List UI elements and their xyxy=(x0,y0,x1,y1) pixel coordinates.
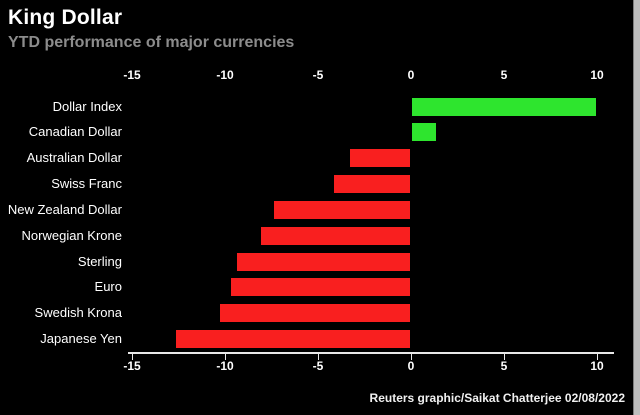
category-label-new-zealand-dollar: New Zealand Dollar xyxy=(7,201,122,217)
top-axis-tick-label: 0 xyxy=(407,68,415,82)
category-label-japanese-yen: Japanese Yen xyxy=(40,331,122,347)
category-label-sterling: Sterling xyxy=(77,253,122,269)
bar-japanese-yen xyxy=(175,330,410,349)
bar-new-zealand-dollar xyxy=(274,200,410,219)
bottom-axis-tick-label: -10 xyxy=(216,359,234,373)
bottom-axis-tick-label: -15 xyxy=(123,359,141,373)
bar-swiss-franc xyxy=(333,175,410,194)
bar-canadian-dollar xyxy=(412,123,437,142)
category-label-canadian-dollar: Canadian Dollar xyxy=(28,124,122,140)
bar-sterling xyxy=(237,252,410,271)
chart-title: King Dollar xyxy=(8,6,123,29)
x-axis-tick xyxy=(225,354,226,360)
bottom-axis-tick-label: 10 xyxy=(590,359,604,373)
category-label-swiss-franc: Swiss Franc xyxy=(51,176,122,192)
category-label-euro: Euro xyxy=(94,279,122,295)
bar-australian-dollar xyxy=(350,149,410,168)
bar-euro xyxy=(231,278,410,297)
x-axis-tick xyxy=(597,354,598,360)
bottom-axis-tick-label: -5 xyxy=(312,359,324,373)
top-axis-tick-label: -5 xyxy=(312,68,324,82)
bar-dollar-index xyxy=(412,97,597,116)
x-axis-tick xyxy=(318,354,319,360)
chart-subtitle: YTD performance of major currencies xyxy=(8,34,295,51)
top-axis-tick-label: 10 xyxy=(590,68,604,82)
category-label-dollar-index: Dollar Index xyxy=(52,98,122,114)
category-label-norwegian-krone: Norwegian Krone xyxy=(21,227,122,243)
bar-norwegian-krone xyxy=(261,226,410,245)
window-edge-strip xyxy=(633,0,640,415)
bottom-axis-tick-label: 0 xyxy=(407,359,415,373)
top-axis-tick-label: 5 xyxy=(500,68,508,82)
x-axis-line xyxy=(128,352,614,354)
top-axis-tick-label: -10 xyxy=(216,68,234,82)
bottom-axis-tick-label: 5 xyxy=(500,359,508,373)
source-credit: Reuters graphic/Saikat Chatterjee 02/08/… xyxy=(369,391,625,405)
bar-swedish-krona xyxy=(220,304,410,323)
top-axis-tick-label: -15 xyxy=(123,68,141,82)
category-label-australian-dollar: Australian Dollar xyxy=(26,150,122,166)
x-axis-tick xyxy=(504,354,505,360)
category-label-swedish-krona: Swedish Krona xyxy=(34,305,122,321)
x-axis-tick xyxy=(132,354,133,360)
x-axis-tick xyxy=(411,354,412,360)
